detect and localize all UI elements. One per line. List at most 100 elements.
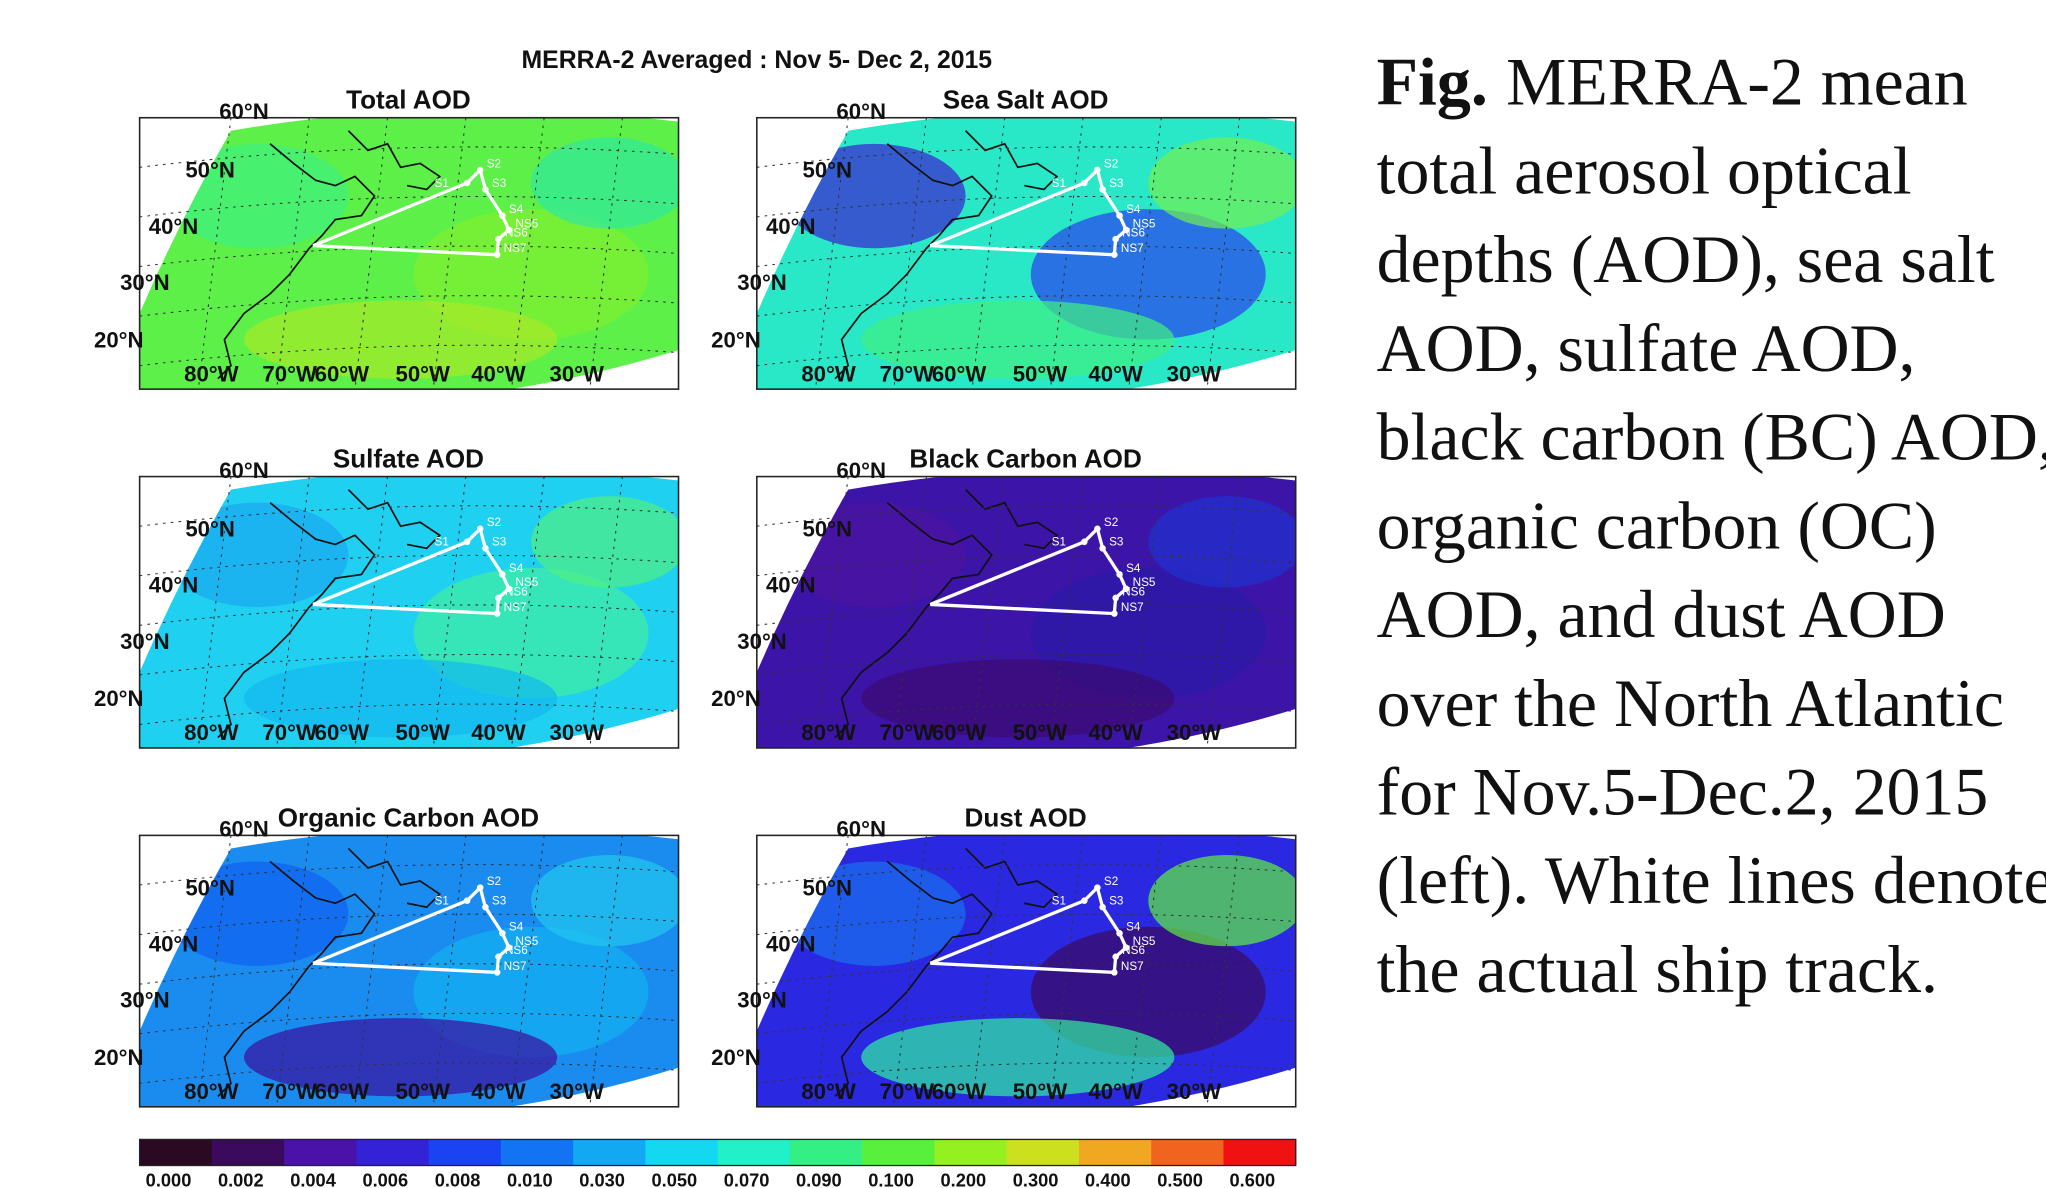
station-label: S3 (1109, 177, 1124, 190)
lon-label: 30°W (550, 720, 605, 745)
graticule (354, 476, 389, 748)
station-dot (1099, 545, 1106, 552)
colorbar-label: 0.600 (1230, 1169, 1276, 1188)
lon-label: 40°W (1088, 1079, 1143, 1104)
graticule (1128, 476, 1162, 748)
panel-title: Black Carbon AOD (909, 443, 1141, 473)
lon-label: 40°W (1088, 720, 1143, 745)
station-dot (482, 186, 489, 193)
colorbar-label: 0.070 (724, 1169, 770, 1188)
figure-title: MERRA-2 Averaged : Nov 5- Dec 2, 2015 (522, 47, 993, 74)
station-dot (1122, 585, 1130, 593)
lon-label: 50°W (396, 720, 451, 745)
panel-title: Total AOD (346, 85, 471, 115)
lat-label: 20°N (94, 686, 144, 711)
map-blobs (165, 854, 679, 1097)
graticule (1206, 835, 1241, 1107)
lon-label: 70°W (262, 361, 317, 386)
coastline (217, 860, 376, 1097)
lat-label: 60°N (219, 817, 269, 842)
map-field (756, 835, 1296, 1107)
graticule (276, 476, 310, 748)
map-frame (756, 116, 1297, 390)
graticule (971, 117, 1006, 390)
caption-text: AOD, sulfate AOD, (1377, 311, 1916, 386)
graticule (276, 835, 310, 1107)
lat-label: 40°N (766, 573, 816, 598)
map-frame (756, 834, 1297, 1108)
station-label: NS7 (504, 242, 527, 255)
graticule (893, 835, 927, 1107)
station-label: NS5 (515, 935, 538, 948)
caption-line: Fig. MERRA-2 mean (1377, 45, 1968, 120)
station-dot (493, 969, 501, 976)
lat-label: 20°N (711, 686, 761, 711)
station-label: NS6 (1122, 226, 1145, 239)
graticule (276, 117, 310, 390)
graticule (893, 476, 927, 748)
station-dot (1081, 538, 1088, 546)
lon-label: 70°W (880, 720, 935, 745)
station-dot (1116, 929, 1123, 937)
map-blob (531, 137, 679, 229)
lat-label: 50°N (185, 875, 235, 900)
station-dot (1081, 179, 1088, 187)
lon-label: 80°W (184, 361, 239, 386)
station-dot (1116, 212, 1123, 219)
map-field (139, 117, 679, 390)
station-dot (495, 953, 502, 961)
lon-label: 80°W (801, 1079, 856, 1104)
lon-label: 40°W (471, 720, 526, 745)
panel-title: Sea Salt AOD (943, 85, 1109, 115)
graticule (197, 117, 232, 390)
graticule (354, 835, 389, 1107)
map-blob (244, 659, 558, 738)
station-dot (499, 929, 506, 937)
station-label: S4 (509, 562, 524, 575)
station-label: S2 (487, 516, 501, 529)
lat-label: 30°N (737, 988, 787, 1013)
station-dot (505, 585, 513, 593)
caption-text: organic carbon (OC) (1377, 488, 1937, 563)
map-frame (138, 116, 680, 390)
caption-text: MERRA-2 mean (1506, 45, 1968, 120)
station-label: S2 (487, 875, 501, 888)
lat-label: 60°N (836, 817, 886, 842)
graticule (197, 835, 232, 1107)
lat-label: 20°N (94, 1045, 144, 1070)
lat-label: 60°N (836, 99, 886, 124)
lat-label: 20°N (711, 327, 761, 352)
lat-label: 30°N (737, 629, 787, 654)
lat-label: 40°N (149, 573, 199, 598)
coastline (347, 130, 442, 191)
colorbar-label: 0.300 (1013, 1169, 1059, 1188)
graticule (432, 476, 467, 748)
station-label: NS7 (504, 601, 527, 614)
station-label: S2 (487, 157, 501, 170)
caption-text: for Nov.5-Dec.2, 2015 (1377, 755, 1989, 830)
map-blob (861, 1018, 1175, 1097)
colorbar-frame (138, 1138, 1297, 1167)
station-dot (495, 594, 502, 602)
station-dot (499, 212, 506, 219)
colorbar-swatch (645, 1139, 719, 1166)
station-dot (505, 226, 513, 234)
station-label: NS5 (515, 576, 538, 589)
lon-label: 70°W (880, 361, 935, 386)
graticule (1206, 476, 1241, 748)
lat-label: 40°N (149, 932, 199, 957)
lon-label: 60°W (932, 1079, 987, 1104)
station-dot (1081, 897, 1088, 904)
lon-label: 80°W (801, 720, 856, 745)
coastline (217, 143, 376, 380)
station-dot (1122, 944, 1130, 951)
colorbar-label: 0.010 (507, 1169, 553, 1188)
station-label: NS6 (505, 944, 528, 957)
graticule (1128, 835, 1162, 1107)
station-label: S1 (1052, 895, 1066, 908)
colorbar-label: 0.500 (1157, 1169, 1203, 1188)
map-blobs (782, 137, 1296, 379)
